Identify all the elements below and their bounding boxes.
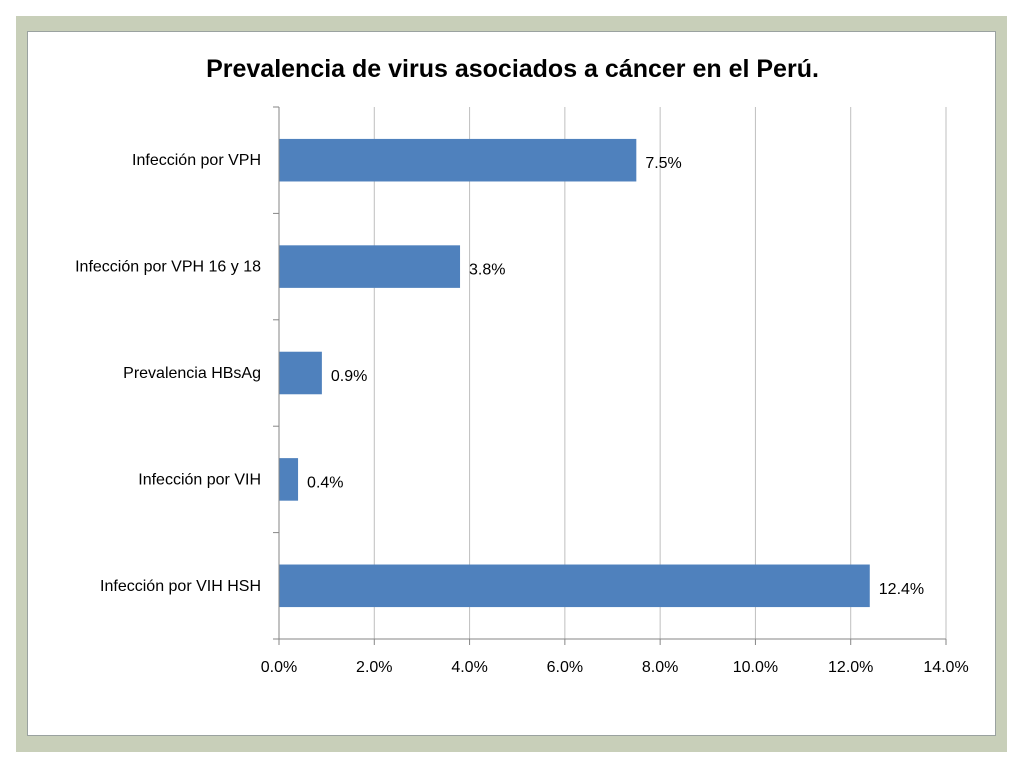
bar [279,564,870,608]
x-tick-label: 10.0% [733,659,778,676]
x-tick-label: 6.0% [547,659,583,676]
category-label: Infección por VIH [138,471,261,488]
bar [279,351,322,395]
category-label: Infección por VPH [132,152,261,169]
data-label: 3.8% [469,262,505,279]
x-tick-label: 12.0% [828,659,873,676]
data-label: 12.4% [879,581,924,598]
bar [279,458,299,501]
labels: 0.0% 2.0% 4.0% 6.0% 8.0% 10.0% 12.0% 14.0% Infec… [75,152,969,676]
data-label: 0.4% [307,474,343,491]
x-tick-label: 14.0% [923,659,968,676]
x-tick-label: 2.0% [356,659,392,676]
category-label: Infección por VPH 16 y 18 [75,259,261,276]
category-label: Prevalencia HBsAg [123,365,261,382]
x-tick-label: 4.0% [451,659,487,676]
x-tick-label: 8.0% [642,659,678,676]
bars [279,138,870,608]
axes [273,106,947,645]
chart-area: Prevalencia de virus asociados a cáncer … [27,31,996,736]
bar-chart: Prevalencia de virus asociados a cáncer … [75,55,969,676]
gridlines [373,107,947,639]
x-tick-label: 0.0% [261,659,297,676]
chart-title: Prevalencia de virus asociados a cáncer … [206,55,819,83]
bar [279,245,461,288]
data-label: 0.9% [331,368,367,385]
data-label: 7.5% [645,155,681,172]
bar [279,138,637,182]
category-label: Infección por VIH HSH [100,578,261,595]
